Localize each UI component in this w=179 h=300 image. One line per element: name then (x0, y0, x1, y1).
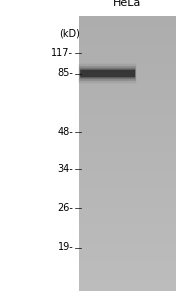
Text: 26-: 26- (57, 203, 73, 214)
Text: 117-: 117- (51, 47, 73, 58)
Text: (kD): (kD) (59, 28, 80, 38)
Text: HeLa: HeLa (113, 0, 141, 8)
FancyBboxPatch shape (79, 66, 136, 81)
FancyBboxPatch shape (78, 64, 136, 83)
FancyBboxPatch shape (80, 70, 135, 77)
FancyBboxPatch shape (80, 68, 136, 79)
Text: 48-: 48- (58, 127, 73, 137)
Text: 34-: 34- (58, 164, 73, 175)
Text: 85-: 85- (57, 68, 73, 79)
Text: 19-: 19- (58, 242, 73, 253)
